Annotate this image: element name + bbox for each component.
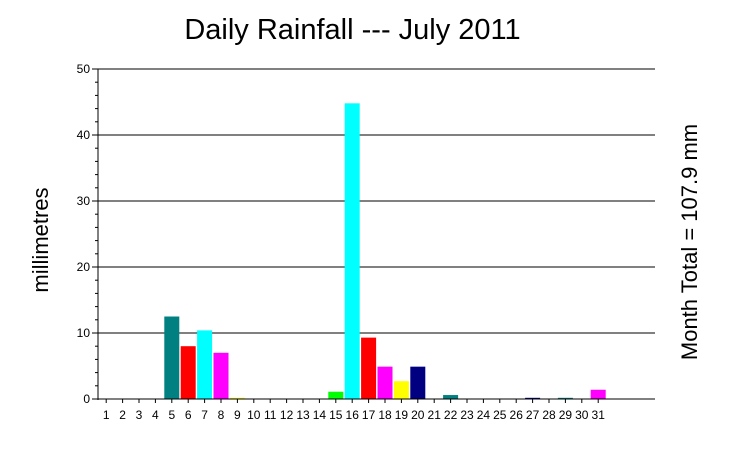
x-tick-label: 21 <box>428 408 442 422</box>
x-tick-label: 3 <box>136 408 143 422</box>
bar-day-29 <box>557 397 573 399</box>
x-tick-label: 23 <box>460 408 474 422</box>
bar-day-8 <box>213 352 229 399</box>
x-tick-label: 22 <box>444 408 458 422</box>
x-tick-label: 31 <box>592 408 606 422</box>
y-tick-label: 40 <box>77 128 91 142</box>
x-tick-label: 1 <box>103 408 110 422</box>
x-tick-label: 15 <box>329 408 343 422</box>
bar-day-6 <box>180 346 196 399</box>
y-axis-label: millimetres <box>28 187 53 293</box>
x-tick-label: 25 <box>493 408 507 422</box>
x-tick-label: 29 <box>559 408 573 422</box>
x-tick-label: 14 <box>313 408 327 422</box>
bar-day-31 <box>590 389 606 399</box>
x-tick-label: 2 <box>119 408 126 422</box>
x-tick-label: 17 <box>362 408 376 422</box>
bar-day-5 <box>164 316 180 399</box>
x-tick-label: 10 <box>247 408 261 422</box>
y-tick-label: 20 <box>77 260 91 274</box>
x-tick-label: 16 <box>346 408 360 422</box>
y-tick-label: 50 <box>77 62 91 76</box>
x-tick-label: 6 <box>185 408 192 422</box>
y-tick-label: 30 <box>77 194 91 208</box>
x-tick-label: 19 <box>395 408 409 422</box>
bar-day-16 <box>344 103 360 399</box>
bar-day-22 <box>443 395 459 399</box>
bar-day-27 <box>525 397 541 399</box>
x-tick-label: 18 <box>378 408 392 422</box>
bar-day-17 <box>361 337 377 399</box>
bar-day-7 <box>197 330 213 399</box>
x-tick-label: 20 <box>411 408 425 422</box>
y-tick-label: 10 <box>77 326 91 340</box>
month-total-annotation: Month Total = 107.9 mm <box>677 123 702 361</box>
bar-day-19 <box>393 381 409 399</box>
chart-title: Daily Rainfall --- July 2011 <box>184 14 521 46</box>
x-tick-label: 12 <box>280 408 294 422</box>
x-tick-label: 30 <box>575 408 589 422</box>
x-tick-label: 28 <box>542 408 556 422</box>
bar-day-20 <box>410 366 426 399</box>
x-tick-label: 26 <box>510 408 524 422</box>
x-tick-label: 27 <box>526 408 540 422</box>
y-tick-label: 0 <box>83 392 90 406</box>
bar-day-18 <box>377 366 393 399</box>
x-tick-label: 11 <box>264 408 277 422</box>
x-tick-label: 8 <box>218 408 225 422</box>
bar-day-15 <box>328 391 344 399</box>
x-tick-label: 24 <box>477 408 491 422</box>
x-tick-label: 13 <box>296 408 310 422</box>
x-tick-label: 5 <box>168 408 175 422</box>
x-tick-label: 9 <box>234 408 241 422</box>
x-tick-label: 7 <box>201 408 208 422</box>
bar-day-9 <box>229 397 245 399</box>
x-tick-label: 4 <box>152 408 159 422</box>
